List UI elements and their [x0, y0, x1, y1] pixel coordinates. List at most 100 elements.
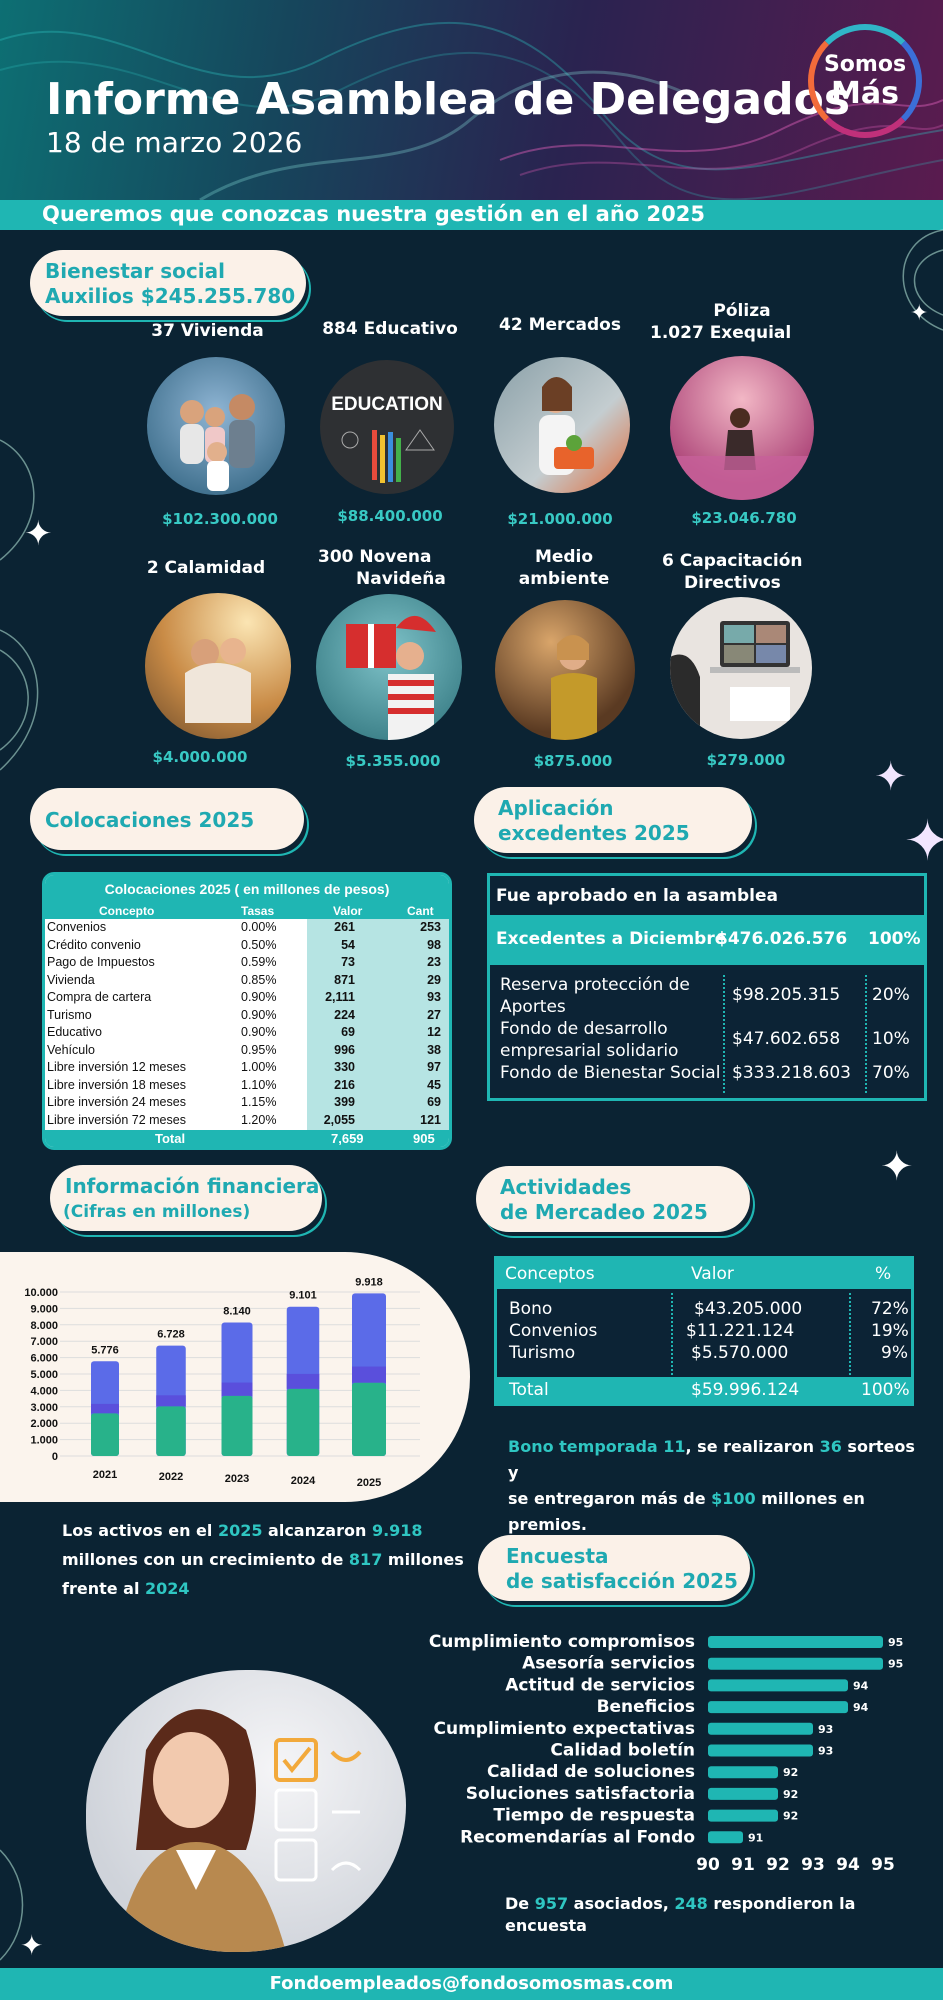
amount-novena: $5.355.000 — [345, 752, 441, 770]
financiera-subtitle: (Cifras en millones) — [63, 1202, 251, 1222]
survey-bar — [708, 1744, 813, 1757]
bar-segment-middle — [221, 1382, 253, 1396]
y-tick-label: 5.000 — [30, 1369, 58, 1381]
table-row: Turismo 0.90% 224 27 — [47, 1007, 441, 1022]
excedentes-row-1-pct: 20% — [872, 985, 910, 1005]
table-row: Educativo 0.90% 69 12 — [47, 1025, 441, 1039]
survey-item-label: Recomendarías al Fondo — [460, 1827, 695, 1847]
x-tick-label: 2021 — [93, 1469, 117, 1481]
value-column-shade — [307, 919, 449, 1130]
y-tick-label: 3.000 — [30, 1402, 58, 1414]
excedentes-subtitle: excedentes 2025 — [498, 821, 690, 845]
survey-axis-tick: 93 — [801, 1855, 825, 1875]
encuesta-note: De 957 asociados, 248 respondieron la en… — [505, 1894, 856, 1935]
excedentes-row-1-value: $98.205.315 — [732, 985, 841, 1005]
svg-text:✦: ✦ — [874, 754, 908, 800]
survey-value-label: 92 — [783, 1788, 798, 1801]
table-row: Crédito convenio 0.50% 54 98 — [47, 937, 441, 952]
encuesta-subtitle: de satisfacción 2025 — [506, 1569, 738, 1593]
y-tick-label: 2.000 — [30, 1418, 58, 1430]
survey-bar — [708, 1809, 778, 1822]
survey-item-label: Beneficios — [597, 1697, 695, 1717]
excedentes-row-3: Fondo de Bienestar Social — [500, 1063, 721, 1083]
page-title: Informe Asamblea de Delegados — [46, 74, 851, 125]
caption-mercados: 42 Mercados — [499, 315, 621, 335]
excedentes-pill: Aplicación excedentes 2025 — [474, 787, 752, 853]
survey-item-label: Calidad de soluciones — [487, 1762, 695, 1782]
excedentes-row-3-value: $333.218.603 — [732, 1063, 851, 1083]
survey-value-label: 94 — [853, 1701, 869, 1714]
table-row: Vivienda 0.85% 871 29 — [47, 972, 441, 987]
mercadeo-subtitle: de Mercadeo 2025 — [500, 1200, 708, 1224]
amount-mercados: $21.000.000 — [507, 510, 613, 528]
excedentes-heading: Fue aprobado en la asamblea — [496, 886, 778, 906]
bienestar-total: Auxilios $245.255.780 — [45, 284, 296, 308]
x-tick-label: 2022 — [159, 1471, 183, 1483]
survey-axis-tick: 94 — [836, 1855, 860, 1875]
nature-photo — [495, 600, 635, 740]
svg-text:✦: ✦ — [910, 301, 928, 326]
survey-axis-tick: 91 — [731, 1855, 755, 1875]
financiera-paragraph: Los activos en el 2025 alcanzaron 9.918 … — [62, 1521, 464, 1598]
svg-text:✦: ✦ — [880, 1144, 914, 1190]
header-tasas: Tasas — [241, 904, 275, 918]
amount-educativo: $88.400.000 — [337, 507, 443, 525]
bar-segment-bottom — [156, 1406, 186, 1456]
bar-2024 — [286, 1306, 320, 1456]
survey-item-label: Calidad boletín — [550, 1741, 695, 1761]
caption-novena: 300 Novena Navideña — [318, 547, 446, 589]
bar-2022 — [156, 1345, 186, 1456]
survey-value-label: 92 — [783, 1766, 798, 1779]
mercadeo-header: Conceptos Valor % — [497, 1259, 911, 1289]
laptop-photo — [670, 597, 812, 739]
excedentes-row-2: Fondo de desarrollo empresarial solidario — [500, 1019, 679, 1061]
footer-email[interactable]: Fondoempleados@fondosomosmas.com — [269, 1973, 674, 1994]
assets-bar-chart: 10.000 9.000 8.000 7.000 6.000 5.000 4.000 3.00… — [24, 1276, 420, 1489]
survey-axis-tick: 90 — [696, 1855, 720, 1875]
table-row: Libre inversión 12 meses 1.00% 330 97 — [47, 1060, 441, 1074]
survey-item-label: Soluciones satisfactoria — [466, 1784, 695, 1804]
financiera-pill: Información financiera (Cifras en millon… — [50, 1165, 322, 1231]
excedentes-row-3-pct: 70% — [872, 1063, 910, 1083]
table-header: Concepto Tasas Valor Cant — [45, 903, 449, 919]
survey-item-label: Asesoría servicios — [522, 1654, 695, 1674]
mercadeo-pill: Actividades de Mercadeo 2025 — [476, 1166, 750, 1232]
groceries-photo — [494, 357, 630, 493]
survey-axis-tick: 92 — [766, 1855, 790, 1875]
intro-banner: Queremos que conozcas nuestra gestión en… — [0, 200, 943, 230]
data-label: 9.918 — [355, 1276, 383, 1288]
data-label: 9.101 — [289, 1290, 317, 1302]
excedentes-title: Aplicación — [498, 796, 614, 820]
survey-woman-photo — [86, 1670, 406, 1952]
excedentes-table: Fue aprobado en la asamblea Excedentes a… — [487, 873, 927, 1101]
sparkle-decoration-right: ✦ ✦ ✦ — [874, 754, 943, 1190]
bar-2025 — [352, 1293, 386, 1456]
amount-vivienda: $102.300.000 — [162, 510, 278, 528]
financiera-title: Información financiera — [65, 1174, 320, 1198]
caption-calamidad: 2 Calamidad — [146, 558, 266, 578]
bar-segment-bottom — [352, 1382, 386, 1456]
survey-item-label: Actitud de servicios — [505, 1675, 695, 1695]
table-row: Libre inversión 18 meses 1.10% 216 45 — [47, 1077, 441, 1092]
y-tick-label: 10.000 — [24, 1287, 58, 1299]
excedentes-total-bar: Excedentes a Diciembre $476.026.576 100% — [490, 915, 924, 965]
survey-bar — [708, 1701, 848, 1714]
x-tick-label: 2024 — [291, 1475, 316, 1487]
survey-value-label: 94 — [853, 1679, 869, 1692]
y-tick-label: 7.000 — [30, 1336, 58, 1348]
survey-value-label: 91 — [748, 1831, 763, 1844]
table-row: Vehículo 0.95% 996 38 — [47, 1042, 441, 1057]
wave-decoration — [0, 21, 943, 200]
survey-bar — [708, 1657, 883, 1670]
colocaciones-pill: Colocaciones 2025 — [30, 788, 304, 850]
intro-banner-text: Queremos que conozcas nuestra gestión en… — [42, 202, 705, 226]
somos-mas-logo: Somos Más — [808, 24, 922, 138]
mercadeo-total: Total $59.996.124 100% — [497, 1377, 911, 1403]
bar-segment-middle — [286, 1373, 320, 1389]
svg-text:✦: ✦ — [904, 809, 943, 874]
x-tick-label: 2025 — [357, 1477, 381, 1489]
header-concepto: Concepto — [99, 904, 155, 918]
y-tick-label: 6.000 — [30, 1353, 58, 1365]
table-row: Pago de Impuestos 0.59% 73 23 — [47, 955, 441, 969]
survey-bar — [708, 1636, 883, 1648]
